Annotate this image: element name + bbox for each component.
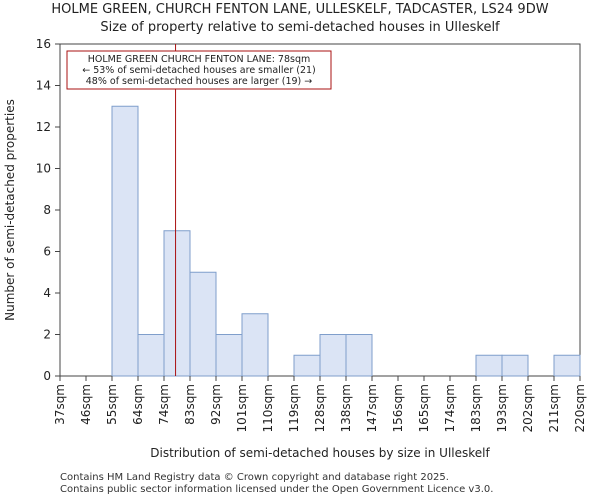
x-tick-label: 147sqm xyxy=(365,384,379,432)
bar-193sqm xyxy=(501,354,529,377)
x-tick-label: 64sqm xyxy=(131,384,145,425)
annotation-line-1: HOLME GREEN CHURCH FENTON LANE: 78sqm xyxy=(88,54,311,65)
y-tick-label: 10 xyxy=(36,162,51,176)
bar-74sqm xyxy=(163,230,191,377)
y-axis-label: Number of semi-detached properties xyxy=(3,99,17,321)
x-tick-label: 156sqm xyxy=(391,384,405,432)
annotation-line-3: 48% of semi-detached houses are larger (… xyxy=(86,76,313,87)
y-tick-label: 8 xyxy=(43,203,51,217)
x-tick-label: 119sqm xyxy=(287,384,301,432)
y-tick-label: 16 xyxy=(36,37,51,51)
x-tick-label: 83sqm xyxy=(183,384,197,425)
bar-119sqm xyxy=(293,354,321,377)
bar-211sqm xyxy=(553,354,581,377)
y-tick-label: 6 xyxy=(43,245,51,259)
x-tick-label: 101sqm xyxy=(235,384,249,432)
y-tick-label: 12 xyxy=(36,120,51,134)
y-tick-label: 14 xyxy=(36,79,51,93)
x-tick-label: 165sqm xyxy=(417,384,431,432)
x-tick-label: 138sqm xyxy=(339,384,353,432)
x-tick-label: 183sqm xyxy=(469,384,483,432)
x-tick-label: 128sqm xyxy=(313,384,327,432)
plot-area xyxy=(59,43,581,377)
bar-92sqm xyxy=(215,334,243,377)
x-tick-label: 46sqm xyxy=(79,384,93,425)
chart-subtitle: Size of property relative to semi-detach… xyxy=(100,20,500,35)
bar-55sqm xyxy=(111,105,139,377)
footer-copyright: Contains HM Land Registry data © Crown c… xyxy=(60,472,449,483)
x-tick-label: 220sqm xyxy=(573,384,587,432)
y-tick-label: 4 xyxy=(43,286,51,300)
x-tick-label: 193sqm xyxy=(495,384,509,432)
bar-64sqm xyxy=(137,334,165,377)
annotation-box xyxy=(66,50,332,90)
x-tick-label: 74sqm xyxy=(157,384,171,425)
y-tick-label: 2 xyxy=(43,328,51,342)
bar-183sqm xyxy=(475,354,503,377)
x-axis-label: Distribution of semi-detached houses by … xyxy=(150,446,490,460)
bar-128sqm xyxy=(319,334,347,377)
bar-101sqm xyxy=(241,313,269,377)
x-tick-label: 202sqm xyxy=(521,384,535,432)
x-tick-label: 110sqm xyxy=(261,384,275,432)
x-tick-label: 92sqm xyxy=(209,384,223,425)
annotation-line-2: ← 53% of semi-detached houses are smalle… xyxy=(82,65,316,76)
bar-138sqm xyxy=(345,334,373,377)
x-tick-label: 37sqm xyxy=(53,384,67,425)
histogram-chart: 0 2 4 6 8 10 12 14 16 37sqm 46sqm 55sqm 64sqm 74sqm 8… xyxy=(3,37,587,460)
footer-licence: Contains public sector information licen… xyxy=(60,484,494,495)
chart-title: HOLME GREEN, CHURCH FENTON LANE, ULLESKE… xyxy=(51,2,549,17)
x-tick-label: 211sqm xyxy=(547,384,561,432)
bar-83sqm xyxy=(189,271,217,377)
y-tick-label: 0 xyxy=(43,369,51,383)
x-tick-label: 55sqm xyxy=(105,384,119,425)
x-tick-label: 174sqm xyxy=(443,384,457,432)
